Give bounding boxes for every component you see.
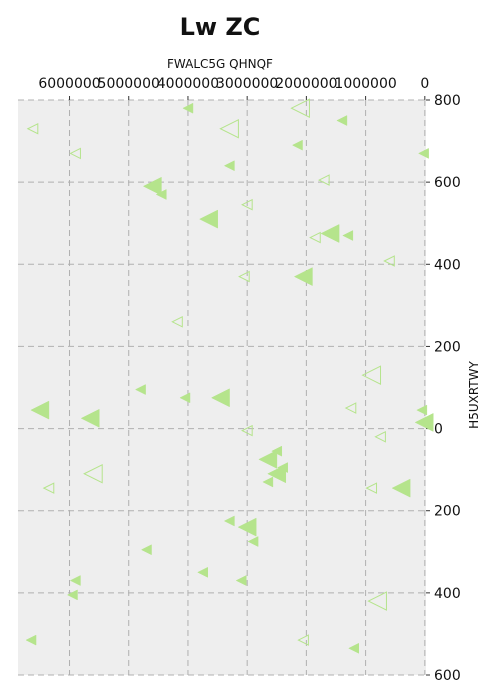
- data-point: [293, 267, 313, 287]
- data-point: [199, 209, 218, 229]
- data-point: [367, 591, 387, 611]
- y-tick-label: 200: [434, 504, 461, 520]
- data-point: [348, 642, 360, 654]
- x-tick-label: 0: [420, 76, 429, 92]
- data-point: [30, 400, 50, 420]
- x-tick-label: 3000000: [216, 76, 278, 92]
- data-point: [336, 115, 348, 126]
- data-point: [318, 174, 330, 186]
- plot-area: [18, 100, 426, 675]
- data-point: [383, 255, 395, 267]
- y-axis-label: H5UXRTWY: [467, 361, 481, 429]
- data-point: [267, 464, 287, 484]
- data-point: [361, 365, 382, 385]
- data-point: [414, 413, 434, 432]
- data-point: [237, 517, 257, 537]
- data-point: [416, 404, 428, 416]
- data-point: [83, 463, 103, 484]
- data-point: [179, 392, 191, 404]
- chart-title: Lw ZC: [180, 13, 261, 41]
- data-point: [42, 482, 55, 494]
- data-point: [418, 147, 429, 159]
- data-point: [262, 476, 274, 488]
- data-point: [182, 102, 194, 114]
- grid: [18, 99, 426, 676]
- x-axis-ticks: 0 100000020000003000000400000050000006000…: [38, 76, 429, 100]
- data-point: [391, 478, 411, 498]
- data-point: [171, 315, 183, 328]
- data-point: [344, 402, 357, 414]
- data-point: [80, 408, 100, 428]
- data-point: [69, 147, 81, 160]
- data-point: [219, 118, 239, 139]
- data-points: [25, 98, 434, 654]
- data-point: [290, 98, 310, 119]
- x-tick-label: 6000000: [38, 76, 100, 92]
- y-tick-label: 400: [434, 586, 461, 602]
- data-point: [69, 575, 81, 586]
- y-tick-label: 0: [434, 422, 443, 438]
- data-point: [223, 160, 235, 172]
- x-tick-label: 5000000: [98, 76, 160, 92]
- y-tick-label: 600: [434, 668, 461, 684]
- x-tick-label: 4000000: [157, 76, 219, 92]
- y-tick-label: 800: [434, 93, 461, 109]
- data-point: [374, 430, 386, 443]
- data-point: [297, 634, 309, 646]
- data-point: [320, 224, 340, 243]
- data-point: [197, 566, 209, 578]
- data-point: [235, 575, 247, 586]
- y-tick-label: 400: [434, 257, 461, 273]
- data-point: [309, 231, 321, 244]
- data-point: [26, 122, 39, 135]
- y-tick-label: 200: [434, 339, 461, 355]
- data-point: [241, 424, 253, 437]
- x-axis-label: FWALC5G QHNQF: [167, 57, 273, 71]
- data-point: [142, 176, 162, 196]
- data-point: [66, 589, 78, 601]
- data-point: [140, 544, 152, 556]
- x-tick-label: 1000000: [334, 76, 396, 92]
- data-point: [25, 634, 37, 646]
- data-point: [210, 388, 230, 408]
- data-point: [223, 515, 235, 527]
- x-tick-label: 2000000: [275, 76, 337, 92]
- data-point: [238, 270, 250, 283]
- data-point: [291, 139, 303, 151]
- y-tick-label: 600: [434, 175, 461, 191]
- data-point: [247, 536, 259, 547]
- data-point: [135, 384, 146, 395]
- data-point: [155, 189, 167, 200]
- data-point: [241, 198, 253, 211]
- y-axis-ticks: 800 600 400 200 0 200 400 600: [426, 93, 461, 684]
- data-point: [365, 482, 378, 494]
- data-point: [342, 230, 354, 241]
- data-point: [258, 449, 278, 469]
